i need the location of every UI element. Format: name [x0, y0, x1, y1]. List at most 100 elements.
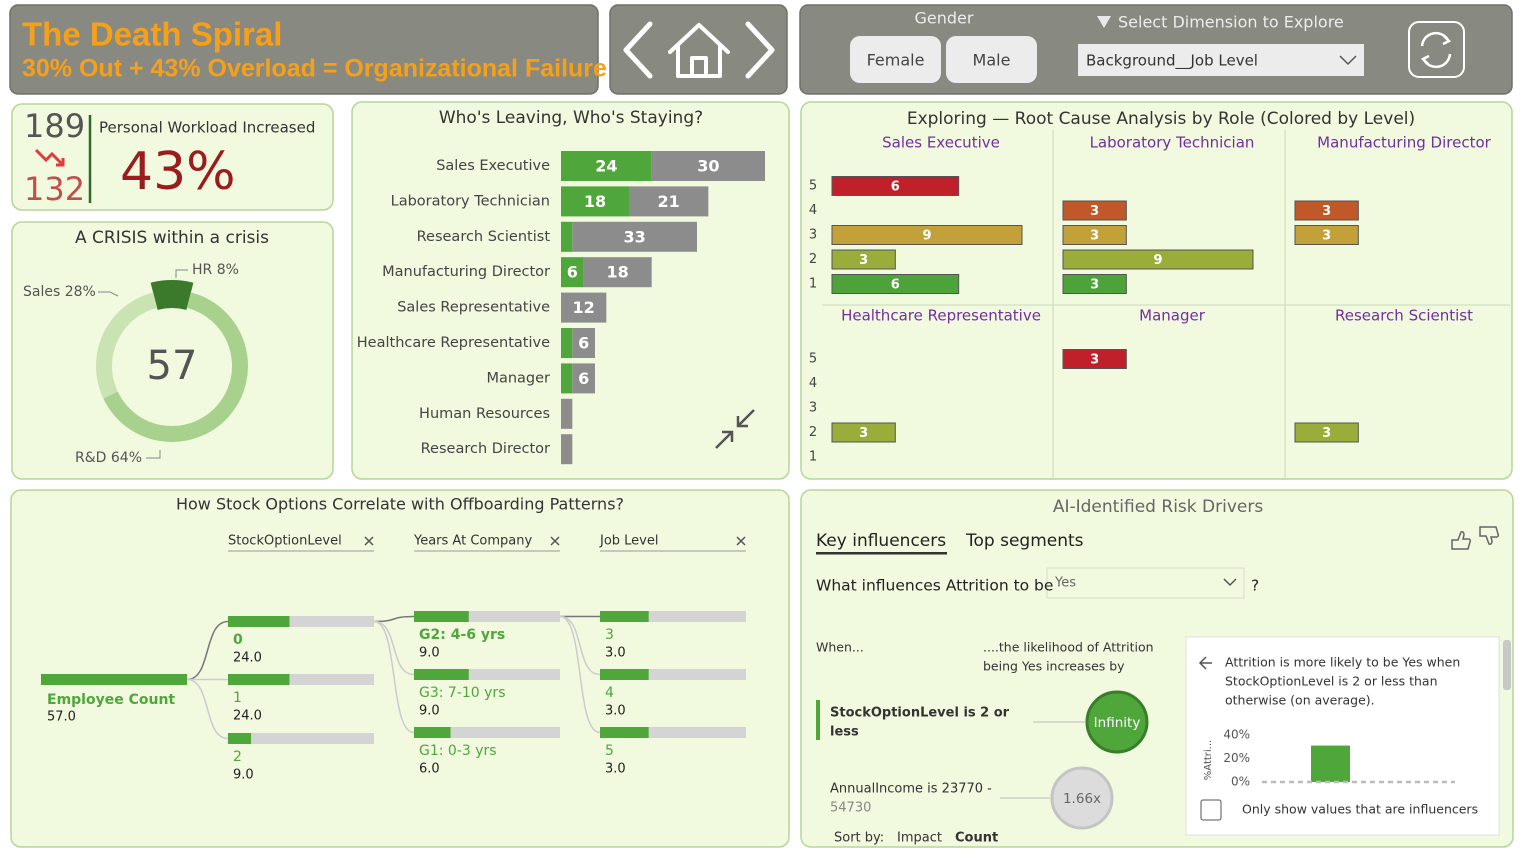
bar [600, 669, 649, 680]
sort-label: Sort by: [834, 831, 884, 846]
gender-button-label[interactable]: Female [867, 51, 925, 70]
nav-home[interactable] [668, 23, 730, 78]
y-tick-label: Research Director [421, 441, 550, 457]
data-label: 18 [584, 192, 606, 211]
checkbox-label[interactable]: Only show values that are influencers [1242, 802, 1478, 817]
column-header: When... [816, 640, 864, 655]
tab[interactable]: Top segments [965, 531, 1084, 551]
dimension-dropdown[interactable] [1078, 44, 1364, 76]
bar-track [414, 669, 560, 680]
y-tick-label: 3 [809, 401, 817, 416]
influencer-factor: 1.66x [1063, 791, 1101, 807]
leader-line [98, 291, 119, 297]
dropdown-chevron [1223, 578, 1237, 587]
y-tick-label: 3 [809, 228, 817, 243]
back-button[interactable] [1198, 656, 1212, 670]
connector [559, 615, 601, 676]
detail-text: Attrition is more likely to be Yes when [1225, 655, 1460, 670]
remove-level[interactable] [364, 536, 374, 546]
data-label: 6 [567, 263, 578, 282]
gender-button[interactable] [850, 36, 941, 83]
node-label: G3: 7-10 yrs [419, 685, 505, 701]
nav-back[interactable] [623, 21, 653, 79]
data-label: 3 [859, 253, 868, 268]
sort-option[interactable]: Impact [897, 831, 942, 846]
node-label: 4 [605, 685, 614, 701]
y-tick-label: 1 [809, 450, 817, 465]
bar-segment [561, 434, 573, 465]
header-panel [9, 4, 599, 95]
influencer-bubble[interactable] [1085, 690, 1149, 754]
leader-line [146, 450, 161, 459]
detail-text: otherwise (on average). [1225, 693, 1375, 708]
data-label: 3 [1090, 353, 1099, 368]
donut-label: HR 8% [192, 262, 239, 278]
nav-forward[interactable] [745, 21, 775, 79]
gender-button-label[interactable]: Male [973, 51, 1011, 70]
gender-button[interactable] [946, 36, 1037, 83]
data-label: 12 [573, 298, 595, 317]
bar-track [228, 733, 374, 744]
detail-text: StockOptionLevel is 2 or less than [1225, 674, 1438, 689]
connector [186, 620, 229, 681]
bar [1311, 745, 1350, 782]
chart-title: Who's Leaving, Who's Staying? [439, 108, 703, 128]
node-label: 2 [233, 749, 242, 765]
influencer-text[interactable]: AnnualIncome is 23770 - [830, 782, 992, 797]
data-label: 3 [1322, 229, 1331, 244]
question-mark: ? [1251, 577, 1259, 595]
influencer-text[interactable]: 54730 [830, 801, 871, 816]
dropdown-value[interactable]: Yes [1054, 576, 1076, 591]
focus-mode-button[interactable] [715, 409, 755, 449]
y-tick-label: 5 [809, 179, 817, 194]
node-value: 6.0 [419, 762, 440, 777]
bar [414, 727, 451, 738]
influencer-bubble[interactable] [1050, 766, 1114, 830]
y-tick-label: Sales Representative [397, 300, 550, 316]
tab[interactable]: Key influencers [816, 531, 946, 551]
dashboard-title: The Death Spiral [22, 16, 282, 53]
node-value: 3.0 [605, 646, 626, 661]
reset-button[interactable] [1408, 21, 1465, 78]
exploring-panel [800, 101, 1513, 480]
node-label: Employee Count [47, 692, 175, 708]
sort-option[interactable]: Count [955, 831, 998, 846]
influencer-marker [816, 700, 820, 740]
data-label: 33 [624, 227, 646, 246]
y-tick-label: 4 [809, 203, 817, 218]
gender-label: Gender [915, 9, 974, 28]
donut-label: Sales 28% [23, 284, 96, 300]
chart-title: AI-Identified Risk Drivers [1053, 497, 1264, 517]
bar-segment [561, 292, 607, 323]
y-tick-label: 1 [809, 277, 817, 292]
kpi-panel [11, 103, 334, 211]
donut-panel [11, 221, 334, 480]
node-value: 9.0 [233, 768, 254, 783]
bar [1294, 200, 1359, 221]
donut-label: R&D 64% [75, 450, 142, 466]
y-tick-label: Manufacturing Director [382, 264, 550, 280]
data-label: 9 [922, 229, 931, 244]
bar-segment [651, 151, 765, 181]
y-tick-label: 40% [1223, 728, 1250, 742]
connector [373, 615, 415, 623]
influencer-text[interactable]: StockOptionLevel is 2 or [830, 706, 1010, 721]
node-value: 3.0 [605, 704, 626, 719]
dropdown-chevron [1339, 55, 1357, 66]
trend-down-icon [34, 148, 65, 167]
remove-level[interactable] [550, 536, 560, 546]
y-tick-label: Human Resources [419, 406, 550, 422]
node-value: 9.0 [419, 646, 440, 661]
node-value: 3.0 [605, 762, 626, 777]
attrition-dropdown[interactable] [1046, 567, 1245, 599]
bar-segment [561, 151, 652, 181]
influencer-text[interactable]: less [830, 725, 859, 740]
bar-segment [561, 398, 573, 429]
panel-title: Laboratory Technician [1090, 134, 1255, 152]
checkbox[interactable] [1200, 799, 1222, 821]
column-header: ....the likelihood of Attrition [983, 640, 1154, 655]
feedback-icons[interactable] [1451, 526, 1500, 550]
bar-segment [572, 328, 595, 358]
remove-level[interactable] [736, 536, 746, 546]
